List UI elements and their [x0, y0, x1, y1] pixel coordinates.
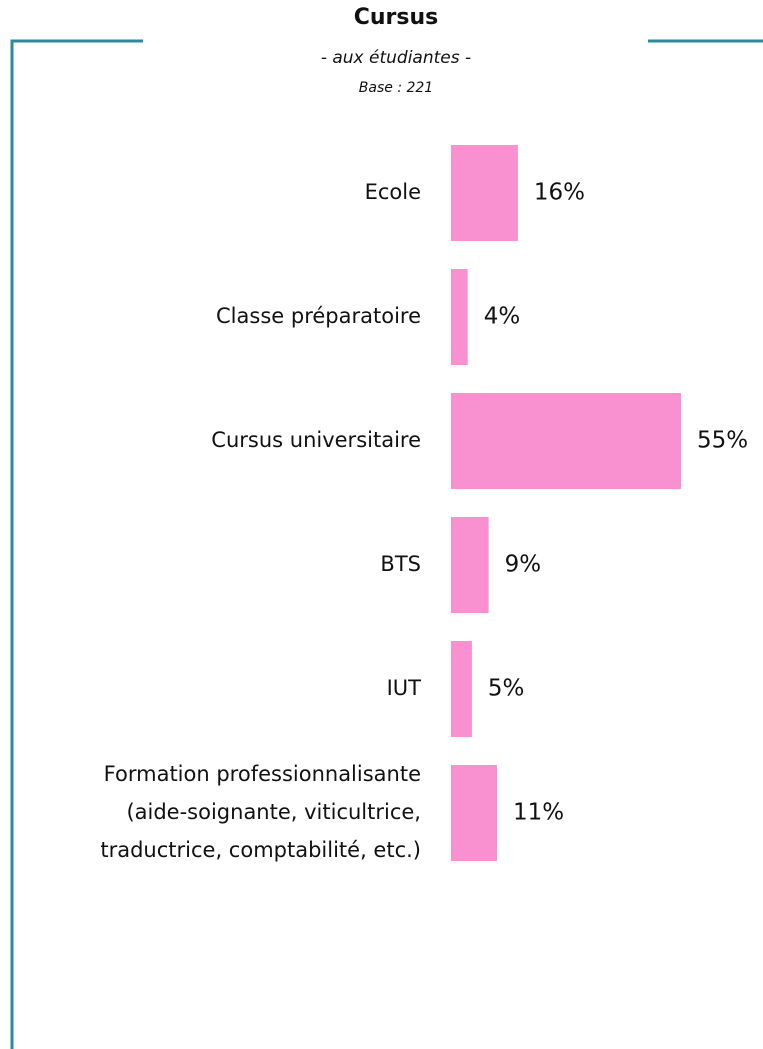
bar	[451, 269, 468, 365]
data-label: 16%	[534, 180, 585, 206]
bar	[451, 145, 518, 241]
category-label: IUT	[387, 676, 422, 700]
category-line: Ecole	[365, 180, 421, 204]
data-label: 11%	[513, 800, 564, 826]
data-label: 55%	[697, 428, 748, 454]
category-line: Formation professionnalisante	[104, 762, 421, 786]
category-line: IUT	[387, 676, 422, 700]
category-label: Cursus universitaire	[211, 428, 421, 452]
category-line: (aide-soignante, viticultrice,	[126, 800, 421, 824]
chart-title: Cursus	[354, 5, 439, 30]
bar	[451, 765, 497, 861]
category-line: Cursus universitaire	[211, 428, 421, 452]
category-label: Classe préparatoire	[216, 304, 421, 328]
chart-subtitle: - aux étudiantes -	[321, 48, 471, 68]
data-label: 9%	[505, 552, 542, 578]
frame-left	[10, 39, 143, 1049]
bar	[451, 517, 489, 613]
data-label: 4%	[484, 304, 521, 330]
category-label: Formation professionnalisante (aide-soign…	[100, 762, 421, 862]
category-label: BTS	[380, 552, 421, 576]
category-line: BTS	[380, 552, 421, 576]
annotation: Base : 221	[359, 80, 433, 96]
data-label: 5%	[488, 676, 524, 702]
category-line: traductrice, comptabilité, etc.)	[100, 838, 421, 862]
category-label: Ecole	[365, 180, 421, 204]
frame	[10, 39, 763, 1049]
category-line: Classe préparatoire	[216, 304, 421, 328]
bar	[451, 641, 472, 737]
bar	[451, 393, 681, 489]
